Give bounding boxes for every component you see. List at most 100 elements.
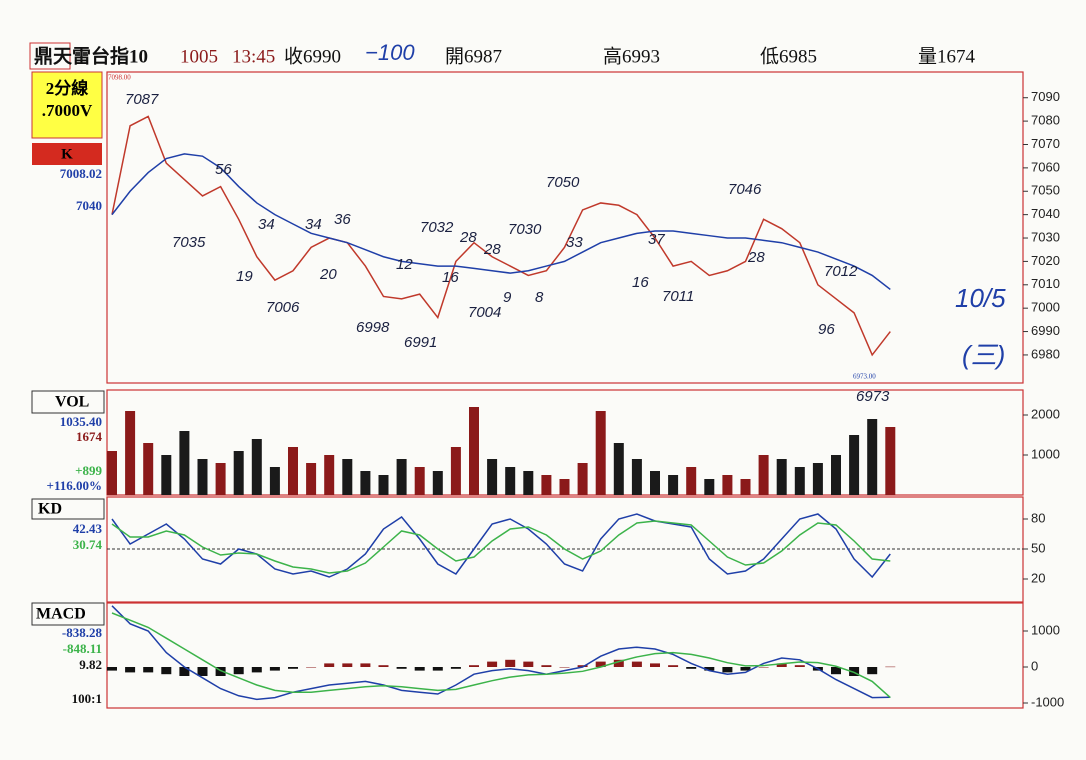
bar [288, 667, 298, 669]
y-tick-label: 1000 [1031, 622, 1060, 637]
bar [197, 459, 208, 495]
price-last: 7008.02 [60, 166, 102, 181]
bar [794, 665, 805, 668]
vol-label: VOL [55, 394, 89, 411]
setting: .7000V [42, 101, 93, 120]
bar [324, 455, 335, 495]
bar [360, 663, 371, 668]
series-line [111, 605, 891, 701]
bar [487, 459, 498, 495]
bar [179, 667, 190, 676]
handwritten-note: 7006 [266, 299, 300, 316]
open: 開6987 [445, 46, 502, 67]
handwritten-note: 7050 [546, 174, 580, 191]
bar [740, 667, 751, 671]
handwritten-note: 12 [396, 256, 413, 273]
series-line [111, 153, 891, 291]
y-tick-label: 2000 [1031, 406, 1060, 421]
y-tick-label: 6980 [1031, 346, 1060, 361]
bar [251, 439, 262, 495]
low: 低6985 [760, 45, 817, 67]
bar [577, 665, 588, 668]
handwritten-note: 20 [319, 266, 337, 283]
vol-last: 1674 [76, 429, 103, 444]
bar [396, 459, 407, 495]
handwritten-note: 96 [818, 321, 835, 338]
macd-label: MACD [36, 606, 86, 623]
bar [650, 471, 660, 495]
series-line [111, 520, 891, 574]
period: 2分線 [46, 78, 89, 98]
handwritten-note: (三) [962, 340, 1005, 370]
bar [269, 467, 280, 495]
vol-ma: 1035.40 [60, 414, 102, 429]
handwritten-note: 8 [535, 289, 544, 306]
handwritten-note: 7004 [468, 304, 501, 321]
bar [722, 667, 733, 673]
handwritten-note: 7087 [125, 91, 159, 108]
bar [306, 463, 317, 495]
bar [143, 443, 154, 495]
handwritten-note: 7035 [172, 234, 206, 251]
bar [758, 455, 769, 495]
d-value: 30.74 [73, 537, 103, 552]
bar [831, 455, 841, 495]
bar [885, 427, 896, 495]
handwritten-note: 7046 [728, 181, 762, 198]
top-price: 7098.00 [108, 74, 131, 82]
handwritten-note: 7012 [824, 263, 858, 280]
handwritten-note: 9 [503, 289, 512, 306]
bar [722, 475, 733, 495]
name-box [29, 42, 71, 70]
bar [288, 447, 298, 495]
bar [523, 661, 534, 668]
volume: 量1674 [918, 46, 976, 67]
series-line [111, 513, 891, 579]
bar [613, 659, 624, 668]
low-price: 6973.00 [853, 373, 876, 381]
bar [776, 459, 787, 495]
handwritten-note: 28 [747, 249, 765, 266]
y-tick-label: 80 [1031, 510, 1045, 525]
handwritten-note: 34 [305, 216, 322, 233]
bar [631, 661, 642, 668]
handwritten-note: 34 [258, 216, 275, 233]
handwritten-note: 33 [566, 234, 583, 251]
bar [197, 667, 208, 676]
scale: 100:1 [72, 691, 102, 706]
bar [812, 463, 823, 495]
y-tick-label: 7030 [1031, 229, 1060, 244]
date: 1005 [180, 46, 218, 67]
note: −100 [365, 40, 415, 65]
y-tick-label: 0 [1031, 658, 1038, 673]
y-tick-label: 1000 [1031, 446, 1060, 461]
y-tick-label: 7040 [1031, 206, 1060, 221]
handwritten-note: 36 [334, 211, 351, 228]
bar [505, 467, 516, 495]
vol-pct: +116.00% [47, 478, 102, 493]
bar [686, 667, 697, 669]
bar [269, 667, 280, 671]
bar [324, 663, 335, 668]
y-tick-label: -1000 [1031, 694, 1064, 709]
y-tick-label: 7060 [1031, 159, 1060, 174]
bar [794, 467, 805, 495]
bar [432, 667, 443, 671]
mode-box [32, 143, 102, 165]
bar [704, 667, 715, 671]
y-tick-label: 20 [1031, 570, 1045, 585]
y-tick-label: 50 [1031, 540, 1045, 555]
kd-box [31, 498, 105, 520]
bar [378, 665, 389, 668]
bar [577, 463, 588, 495]
bar [161, 455, 172, 495]
handwritten-note: 7030 [508, 221, 542, 238]
bar [885, 666, 896, 668]
bar [613, 443, 624, 495]
handwritten-note: 28 [459, 229, 477, 246]
bar [450, 667, 461, 669]
kd-label: KD [38, 501, 62, 518]
bar [107, 667, 117, 671]
bar [432, 471, 443, 495]
bar [215, 667, 226, 676]
